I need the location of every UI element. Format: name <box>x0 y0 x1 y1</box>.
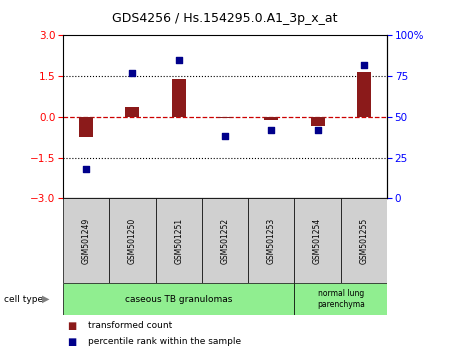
Point <box>82 166 90 172</box>
Bar <box>109 198 156 283</box>
Text: ■: ■ <box>68 321 77 331</box>
Bar <box>294 198 341 283</box>
Bar <box>63 283 294 315</box>
Bar <box>156 198 202 283</box>
Bar <box>310 117 324 126</box>
Bar <box>63 198 109 283</box>
Text: GSM501253: GSM501253 <box>267 218 276 264</box>
Bar <box>79 117 93 137</box>
Point <box>175 57 182 63</box>
Bar <box>218 117 232 118</box>
Point <box>314 127 321 133</box>
Point <box>129 70 136 76</box>
Text: GSM501249: GSM501249 <box>81 218 90 264</box>
Text: GSM501251: GSM501251 <box>174 218 183 264</box>
Text: GDS4256 / Hs.154295.0.A1_3p_x_at: GDS4256 / Hs.154295.0.A1_3p_x_at <box>112 12 338 25</box>
Point <box>268 127 275 133</box>
Text: transformed count: transformed count <box>88 321 172 330</box>
Text: cell type: cell type <box>4 295 44 304</box>
Bar <box>202 198 248 283</box>
Text: caseous TB granulomas: caseous TB granulomas <box>125 295 232 304</box>
Text: GSM501255: GSM501255 <box>360 218 369 264</box>
Text: GSM501252: GSM501252 <box>220 218 230 264</box>
Bar <box>264 117 278 120</box>
Text: GSM501254: GSM501254 <box>313 218 322 264</box>
Text: ▶: ▶ <box>42 294 50 304</box>
Point <box>360 62 368 68</box>
Bar <box>357 72 371 117</box>
Point <box>221 133 229 139</box>
Bar <box>294 283 387 315</box>
Bar <box>248 198 294 283</box>
Text: percentile rank within the sample: percentile rank within the sample <box>88 337 241 346</box>
Bar <box>126 107 140 117</box>
Bar <box>341 198 387 283</box>
Bar <box>172 79 186 117</box>
Text: GSM501250: GSM501250 <box>128 218 137 264</box>
Text: normal lung
parenchyma: normal lung parenchyma <box>317 289 364 309</box>
Text: ■: ■ <box>68 337 77 347</box>
